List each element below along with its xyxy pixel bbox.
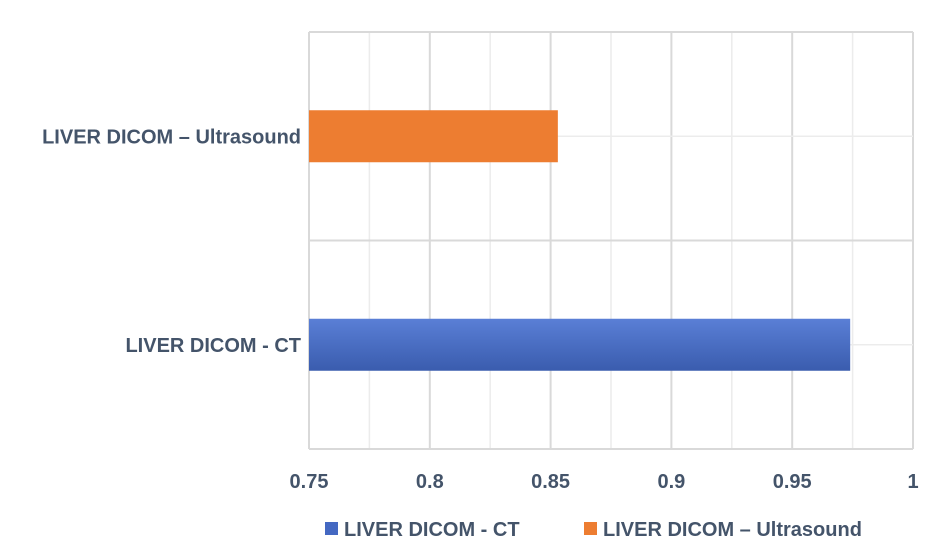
legend-swatch	[325, 522, 338, 535]
bar-ultrasound	[309, 110, 558, 163]
x-tick-label: 0.8	[416, 471, 444, 493]
category-labels: LIVER DICOM - CT LIVER DICOM – Ultrasound	[42, 126, 301, 357]
bar-ct	[309, 318, 851, 371]
legend-swatch	[584, 522, 597, 535]
x-tick-label: 1	[907, 471, 918, 493]
x-axis-tick-labels: 0.75 0.8 0.85 0.9 0.95 1	[290, 471, 919, 493]
bars	[309, 110, 851, 371]
legend: LIVER DICOM - CT LIVER DICOM – Ultrasound	[325, 519, 862, 541]
x-tick-label: 0.75	[290, 471, 329, 493]
legend-label: LIVER DICOM - CT	[344, 519, 520, 541]
x-tick-label: 0.9	[657, 471, 685, 493]
x-tick-label: 0.85	[531, 471, 570, 493]
x-tick-label: 0.95	[773, 471, 812, 493]
legend-label: LIVER DICOM – Ultrasound	[603, 519, 862, 541]
category-label: LIVER DICOM - CT	[125, 335, 301, 357]
grid-lines	[308, 31, 914, 450]
category-label: LIVER DICOM – Ultrasound	[42, 126, 301, 148]
